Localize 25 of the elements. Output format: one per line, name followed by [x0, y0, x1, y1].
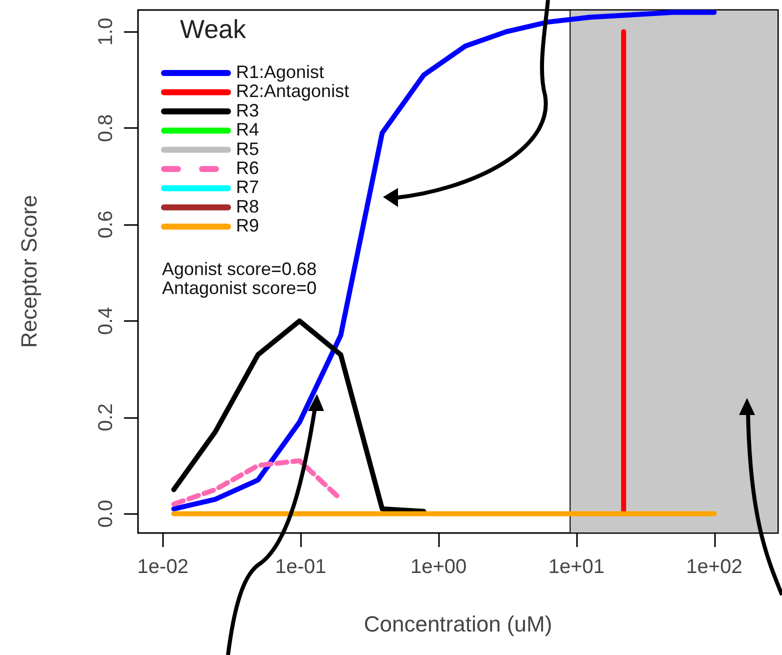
legend-label: R1:Agonist	[236, 62, 324, 82]
y-tick-label: 1.0	[95, 18, 117, 46]
annotation: Antagonist score=0	[162, 278, 317, 298]
x-tick-label: 1e-02	[137, 556, 188, 578]
legend-label: R8	[236, 196, 260, 216]
y-tick-label: 0.8	[95, 114, 117, 142]
x-tick-label: 1e+02	[686, 556, 742, 578]
legend-label: R2:Antagonist	[236, 81, 350, 102]
y-tick-label: 0.6	[95, 210, 117, 238]
legend-label: R3	[236, 100, 260, 120]
y-axis-title: Receptor Score	[16, 195, 42, 348]
annotation: Agonist score=0.68	[162, 259, 317, 279]
y-tick-label: 0.0	[95, 500, 117, 528]
legend-label: R5	[236, 138, 260, 159]
y-tick-label: 0.2	[95, 403, 117, 432]
legend-label: R9	[236, 216, 260, 236]
legend-label: R7	[236, 177, 260, 198]
y-tick-label: 0.4	[95, 307, 117, 335]
legend-title: Weak	[180, 14, 247, 44]
x-tick-label: 1e+01	[548, 556, 604, 578]
x-tick-label: 1e-01	[275, 556, 326, 578]
legend-label: R4	[236, 120, 260, 140]
legend-label: R6	[236, 158, 260, 178]
x-axis-title: Concentration (uM)	[364, 612, 552, 636]
x-tick-label: 1e+00	[410, 556, 467, 578]
